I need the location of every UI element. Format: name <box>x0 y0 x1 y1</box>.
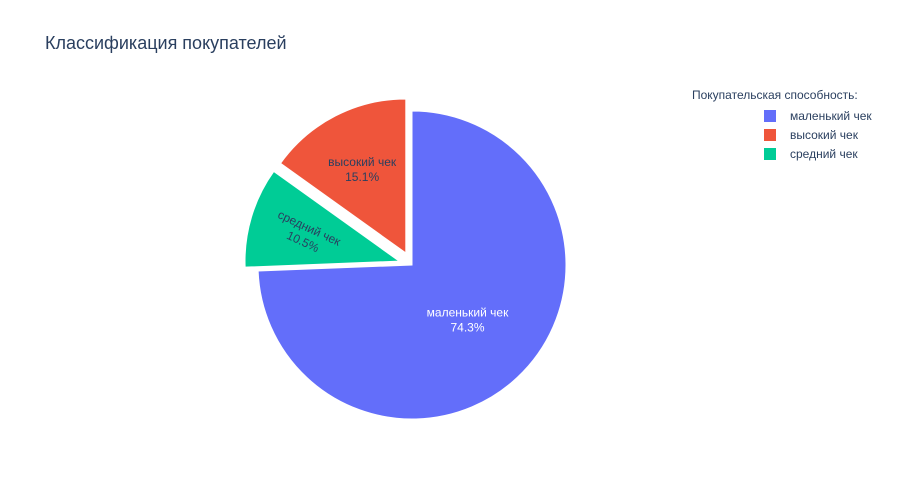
legend-label: средний чек <box>790 146 858 161</box>
legend-item[interactable]: средний чек <box>764 144 872 163</box>
legend-swatch <box>764 128 776 141</box>
legend-item[interactable]: маленький чек <box>764 106 872 125</box>
legend-label: маленький чек <box>790 108 872 123</box>
pie-slice[interactable] <box>257 110 567 420</box>
legend-title: Покупательская способность: <box>692 88 858 102</box>
legend-label: высокий чек <box>790 127 858 142</box>
chart-title: Классификация покупателей <box>45 33 287 53</box>
pie-slice[interactable] <box>279 98 407 254</box>
slice-label: высокий чек 15.1% <box>328 155 397 184</box>
legend-item[interactable]: высокий чек <box>764 125 872 144</box>
pie-slice[interactable] <box>244 170 401 268</box>
legend: Покупательская способность: маленький че… <box>692 88 872 163</box>
legend-swatch <box>764 147 776 160</box>
legend-swatch <box>764 109 776 122</box>
slice-label: маленький чек 74.3% <box>427 305 509 334</box>
